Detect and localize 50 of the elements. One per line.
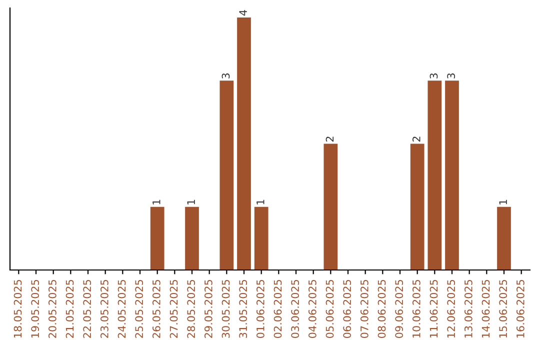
x-tick-label: 22.05.2025 xyxy=(83,280,92,338)
bar xyxy=(324,144,338,270)
x-tick-label: 02.06.2025 xyxy=(274,280,282,338)
data-label: 3 xyxy=(430,73,438,78)
bar xyxy=(428,80,442,270)
data-label: 1 xyxy=(256,200,264,204)
x-tick-label: 25.05.2025 xyxy=(135,280,144,338)
x-tick-label: 19.05.2025 xyxy=(31,280,40,338)
x-tick-label: 31.05.2025 xyxy=(239,280,248,338)
x-tick-label: 18.05.2025 xyxy=(14,280,22,338)
x-tick-label: 30.05.2025 xyxy=(222,280,230,338)
bar xyxy=(185,206,199,270)
data-label: 4 xyxy=(239,10,247,16)
x-tick-label: 28.05.2025 xyxy=(187,280,196,338)
data-label: 2 xyxy=(412,136,420,142)
x-tick-label: 13.06.2025 xyxy=(464,280,472,338)
bar xyxy=(237,17,251,270)
bar xyxy=(410,144,424,270)
data-label: 3 xyxy=(447,73,456,78)
x-tick-label: 23.05.2025 xyxy=(100,280,108,338)
data-label: 1 xyxy=(152,200,160,204)
x-tick-label: 16.06.2025 xyxy=(516,280,524,338)
x-tick-label: 01.06.2025 xyxy=(256,280,264,338)
x-tick-label: 10.06.2025 xyxy=(412,280,420,338)
x-tick-label: 14.06.2025 xyxy=(482,280,490,338)
x-tick-label: 08.06.2025 xyxy=(378,280,386,338)
x-tick-label: 24.05.2025 xyxy=(118,280,126,338)
bar xyxy=(220,80,234,270)
bar xyxy=(150,206,164,270)
bar xyxy=(445,80,459,270)
x-tick-label: 04.06.2025 xyxy=(308,280,316,338)
data-label: 3 xyxy=(222,73,230,78)
x-tick-label: 12.06.2025 xyxy=(447,280,456,338)
x-tick-label: 26.05.2025 xyxy=(152,280,160,338)
data-label: 2 xyxy=(326,136,334,142)
bar xyxy=(254,206,268,270)
x-tick-label: 07.06.2025 xyxy=(360,280,368,338)
data-label: 1 xyxy=(187,200,195,204)
x-tick-label: 15.06.2025 xyxy=(499,280,508,338)
data-label: 1 xyxy=(499,200,507,204)
bar xyxy=(497,206,511,270)
x-tick-label: 21.05.2025 xyxy=(66,280,74,338)
x-tick-label: 20.05.2025 xyxy=(48,280,56,338)
x-tick-label: 06.06.2025 xyxy=(343,280,352,338)
x-tick-label: 03.06.2025 xyxy=(291,280,300,338)
x-tick-label: 11.06.2025 xyxy=(430,280,438,338)
x-tick-label: 29.05.2025 xyxy=(204,280,212,338)
x-tick-label: 27.05.2025 xyxy=(170,280,178,338)
x-tick-label: 09.06.2025 xyxy=(395,280,404,338)
x-tick-label: 05.06.2025 xyxy=(326,280,334,338)
